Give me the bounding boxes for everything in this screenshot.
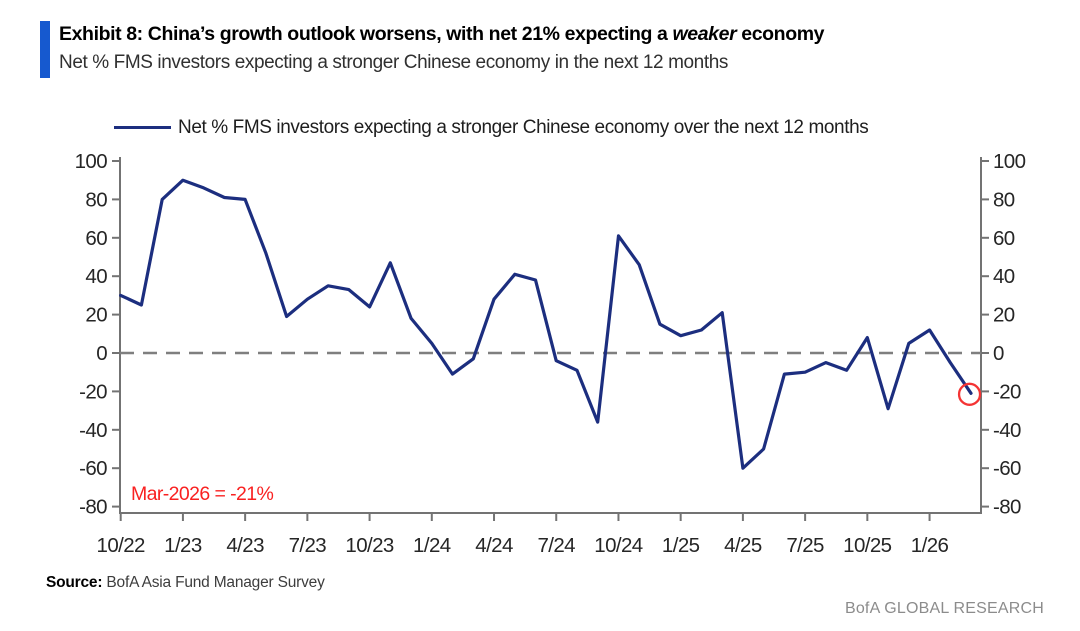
- exhibit-title-suffix: economy: [736, 23, 825, 45]
- exhibit-title-text: Exhibit 8: China’s growth outlook worsen…: [59, 23, 673, 45]
- exhibit-subtitle: Net % FMS investors expecting a stronger…: [59, 52, 728, 73]
- series-line: [119, 178, 973, 470]
- y-axis-label-right: -80: [993, 496, 1021, 519]
- y-axis-label-left: 60: [85, 227, 107, 250]
- source-label: Source:: [46, 574, 103, 591]
- source-text: BofA Asia Fund Manager Survey: [102, 574, 325, 591]
- brand-mark: BofA GLOBAL RESEARCH: [844, 600, 1044, 617]
- exhibit-title: Exhibit 8: China’s growth outlook worsen…: [59, 23, 1039, 46]
- x-axis-label: 1/24: [413, 534, 451, 557]
- x-axis-label: 10/24: [594, 534, 642, 557]
- y-axis-label-right: 0: [993, 342, 1004, 365]
- exhibit-title-emphasis: weaker: [672, 23, 737, 45]
- x-axis-label: 4/25: [724, 534, 762, 557]
- x-axis-label: 10/25: [843, 534, 891, 557]
- y-axis-label-right: 100: [993, 150, 1026, 173]
- y-axis-label-right: 60: [993, 227, 1015, 250]
- legend: Net % FMS investors expecting a stronger…: [114, 117, 869, 139]
- y-axis-label-left: 100: [75, 150, 108, 173]
- y-axis-label-right: -40: [993, 419, 1021, 442]
- y-axis-label-right: -20: [993, 380, 1021, 403]
- x-axis-label: 7/23: [289, 534, 327, 557]
- highlight-circle: [957, 382, 982, 406]
- x-axis-label: 4/24: [475, 534, 513, 557]
- x-axis-label: 7/24: [537, 534, 575, 557]
- y-axis-label-left: -80: [79, 496, 107, 519]
- y-axis-label-left: 80: [85, 188, 107, 211]
- exhibit-accent-bar: [40, 21, 50, 78]
- x-axis-label: 1/26: [911, 534, 949, 557]
- x-axis-label: 1/23: [164, 534, 202, 557]
- y-axis-label-left: 20: [85, 304, 107, 327]
- source-note: Source: BofA Asia Fund Manager Survey: [46, 574, 325, 592]
- x-axis-label: 10/23: [345, 534, 393, 557]
- y-axis-label-right: 80: [993, 188, 1015, 211]
- y-axis-label-right: 40: [993, 265, 1015, 288]
- x-axis-label: 10/22: [97, 534, 145, 557]
- x-axis-label: 7/25: [786, 534, 824, 557]
- y-axis-label-left: -20: [79, 380, 107, 403]
- y-axis-label-left: -60: [79, 457, 107, 480]
- axis-frame: [119, 157, 982, 514]
- x-axis-label: 1/25: [662, 534, 700, 557]
- annotation-label: Mar-2026 = -21%: [131, 483, 273, 505]
- legend-label: Net % FMS investors expecting a stronger…: [178, 117, 869, 138]
- y-axis-label-right: -60: [993, 457, 1021, 480]
- y-axis-label-left: 0: [96, 342, 107, 365]
- x-axis-label: 4/23: [226, 534, 264, 557]
- y-axis-label-left: -40: [79, 419, 107, 442]
- y-axis-label-left: 40: [85, 265, 107, 288]
- legend-line-swatch: [114, 126, 171, 129]
- y-axis-label-right: 20: [993, 304, 1015, 327]
